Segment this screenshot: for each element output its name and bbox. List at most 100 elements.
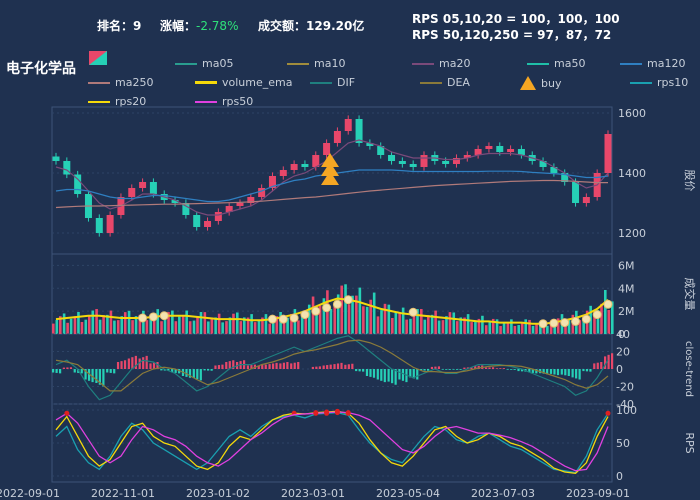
y-tick-label: 1600 xyxy=(618,107,646,120)
volume-bar xyxy=(383,303,387,334)
volume-bar xyxy=(207,321,210,334)
volume-bar xyxy=(549,324,553,334)
legend-item-ma10[interactable]: ma10 xyxy=(287,57,345,70)
candle-body xyxy=(247,197,255,203)
volume-bar xyxy=(315,312,318,334)
volume-bar xyxy=(73,316,77,334)
legend-label: rps20 xyxy=(115,95,147,108)
legend-item-ma250[interactable]: ma250 xyxy=(88,76,153,89)
candle-body xyxy=(572,182,580,203)
volume-bar xyxy=(210,317,214,334)
macd-bar xyxy=(297,362,300,369)
candle-body xyxy=(139,182,147,188)
volume-bar xyxy=(369,299,372,334)
volume-bar xyxy=(513,326,517,334)
volume-bar xyxy=(340,285,344,334)
macd-bar xyxy=(257,365,260,369)
volume-bar xyxy=(376,316,380,334)
volume-bar xyxy=(611,301,614,334)
rank-label: 排名： xyxy=(97,19,134,33)
macd-bar xyxy=(434,366,437,369)
volume-bar xyxy=(167,312,170,334)
macd-bar xyxy=(611,353,614,369)
macd-bar xyxy=(268,364,271,369)
volume-bar xyxy=(257,320,261,334)
legend-label: DIF xyxy=(337,76,356,89)
volume-bar xyxy=(567,318,571,334)
legend-item-ma20[interactable]: ma20 xyxy=(412,57,470,70)
volume-bar xyxy=(178,316,181,334)
legend-item-DEA[interactable]: DEA xyxy=(420,76,470,89)
macd-bar xyxy=(142,357,145,369)
macd-bar xyxy=(84,369,87,380)
legend-item-ma120[interactable]: ma120 xyxy=(620,57,685,70)
macd-bar xyxy=(423,369,426,371)
legend-label: buy xyxy=(541,76,562,90)
macd-bar xyxy=(203,369,206,371)
candle-body xyxy=(258,188,266,197)
sector-title: 电子化学品 xyxy=(6,61,76,77)
volume-bar xyxy=(416,309,419,334)
legend-item-volume-ema[interactable]: volume_ema xyxy=(195,76,292,89)
macd-bar xyxy=(214,365,217,369)
volume-bar xyxy=(297,320,300,334)
macd-bar xyxy=(152,362,156,369)
legend-item-ma05[interactable]: ma05 xyxy=(175,57,233,70)
candle-body xyxy=(539,161,547,167)
volume-signal-dot xyxy=(300,310,310,320)
macd-bar xyxy=(167,369,170,371)
macd-bar xyxy=(430,366,434,369)
macd-bar xyxy=(420,369,423,371)
volume-bar xyxy=(196,316,199,334)
volume-bar xyxy=(430,314,434,334)
legend-item-DIF[interactable]: DIF xyxy=(310,76,355,89)
rank-readout: 排名：9 xyxy=(97,17,141,34)
legend-item-buy[interactable]: buy xyxy=(520,76,561,90)
volume-bar xyxy=(481,315,484,334)
volume-bar xyxy=(535,323,538,334)
y-tick-label: 0 xyxy=(618,328,625,341)
macd-bar xyxy=(463,367,466,369)
volume-bar xyxy=(387,304,391,334)
macd-bar xyxy=(445,369,448,370)
rps-high-marker xyxy=(313,410,319,416)
candle-body xyxy=(74,174,82,194)
candle-body xyxy=(171,200,179,203)
legend-item-rps50[interactable]: rps50 xyxy=(195,95,253,108)
macd-bar xyxy=(232,360,235,369)
legend-line-swatch xyxy=(630,81,652,84)
y-tick-label: 2M xyxy=(618,305,635,318)
x-tick-label: 2023-05-04 xyxy=(376,487,440,500)
legend-item-rps20[interactable]: rps20 xyxy=(88,95,146,108)
volume-bar xyxy=(203,312,207,334)
volume-signal-dot xyxy=(278,314,288,324)
volume-signal-dot xyxy=(549,318,559,328)
macd-bar xyxy=(452,369,455,370)
macd-bar xyxy=(372,369,376,378)
candle-body xyxy=(366,143,374,146)
macd-bar xyxy=(470,367,473,369)
macd-bar xyxy=(171,369,174,373)
macd-bar xyxy=(210,369,213,371)
legend-label: ma120 xyxy=(647,57,686,70)
volume-bar xyxy=(394,312,398,334)
volume-bar xyxy=(228,317,232,334)
volume-signal-dot xyxy=(343,295,353,305)
legend-item-ma50[interactable]: ma50 xyxy=(527,57,585,70)
volume-bar xyxy=(484,325,488,334)
legend-item-rps10[interactable]: rps10 xyxy=(630,76,688,89)
volume-bar xyxy=(311,296,315,334)
turnover-label: 成交额： xyxy=(258,19,307,33)
macd-bar xyxy=(488,367,491,369)
macd-bar xyxy=(127,358,130,369)
macd-bar xyxy=(113,369,116,374)
volume-bar xyxy=(261,317,264,334)
y-axis-label: RPS xyxy=(683,432,696,453)
candle-body xyxy=(604,134,612,173)
macd-bar xyxy=(344,364,347,369)
volume-bar xyxy=(286,317,289,334)
volume-bar xyxy=(336,294,340,334)
macd-bar xyxy=(73,369,76,373)
legend-label: volume_ema xyxy=(222,76,293,89)
macd-bar xyxy=(455,369,459,370)
